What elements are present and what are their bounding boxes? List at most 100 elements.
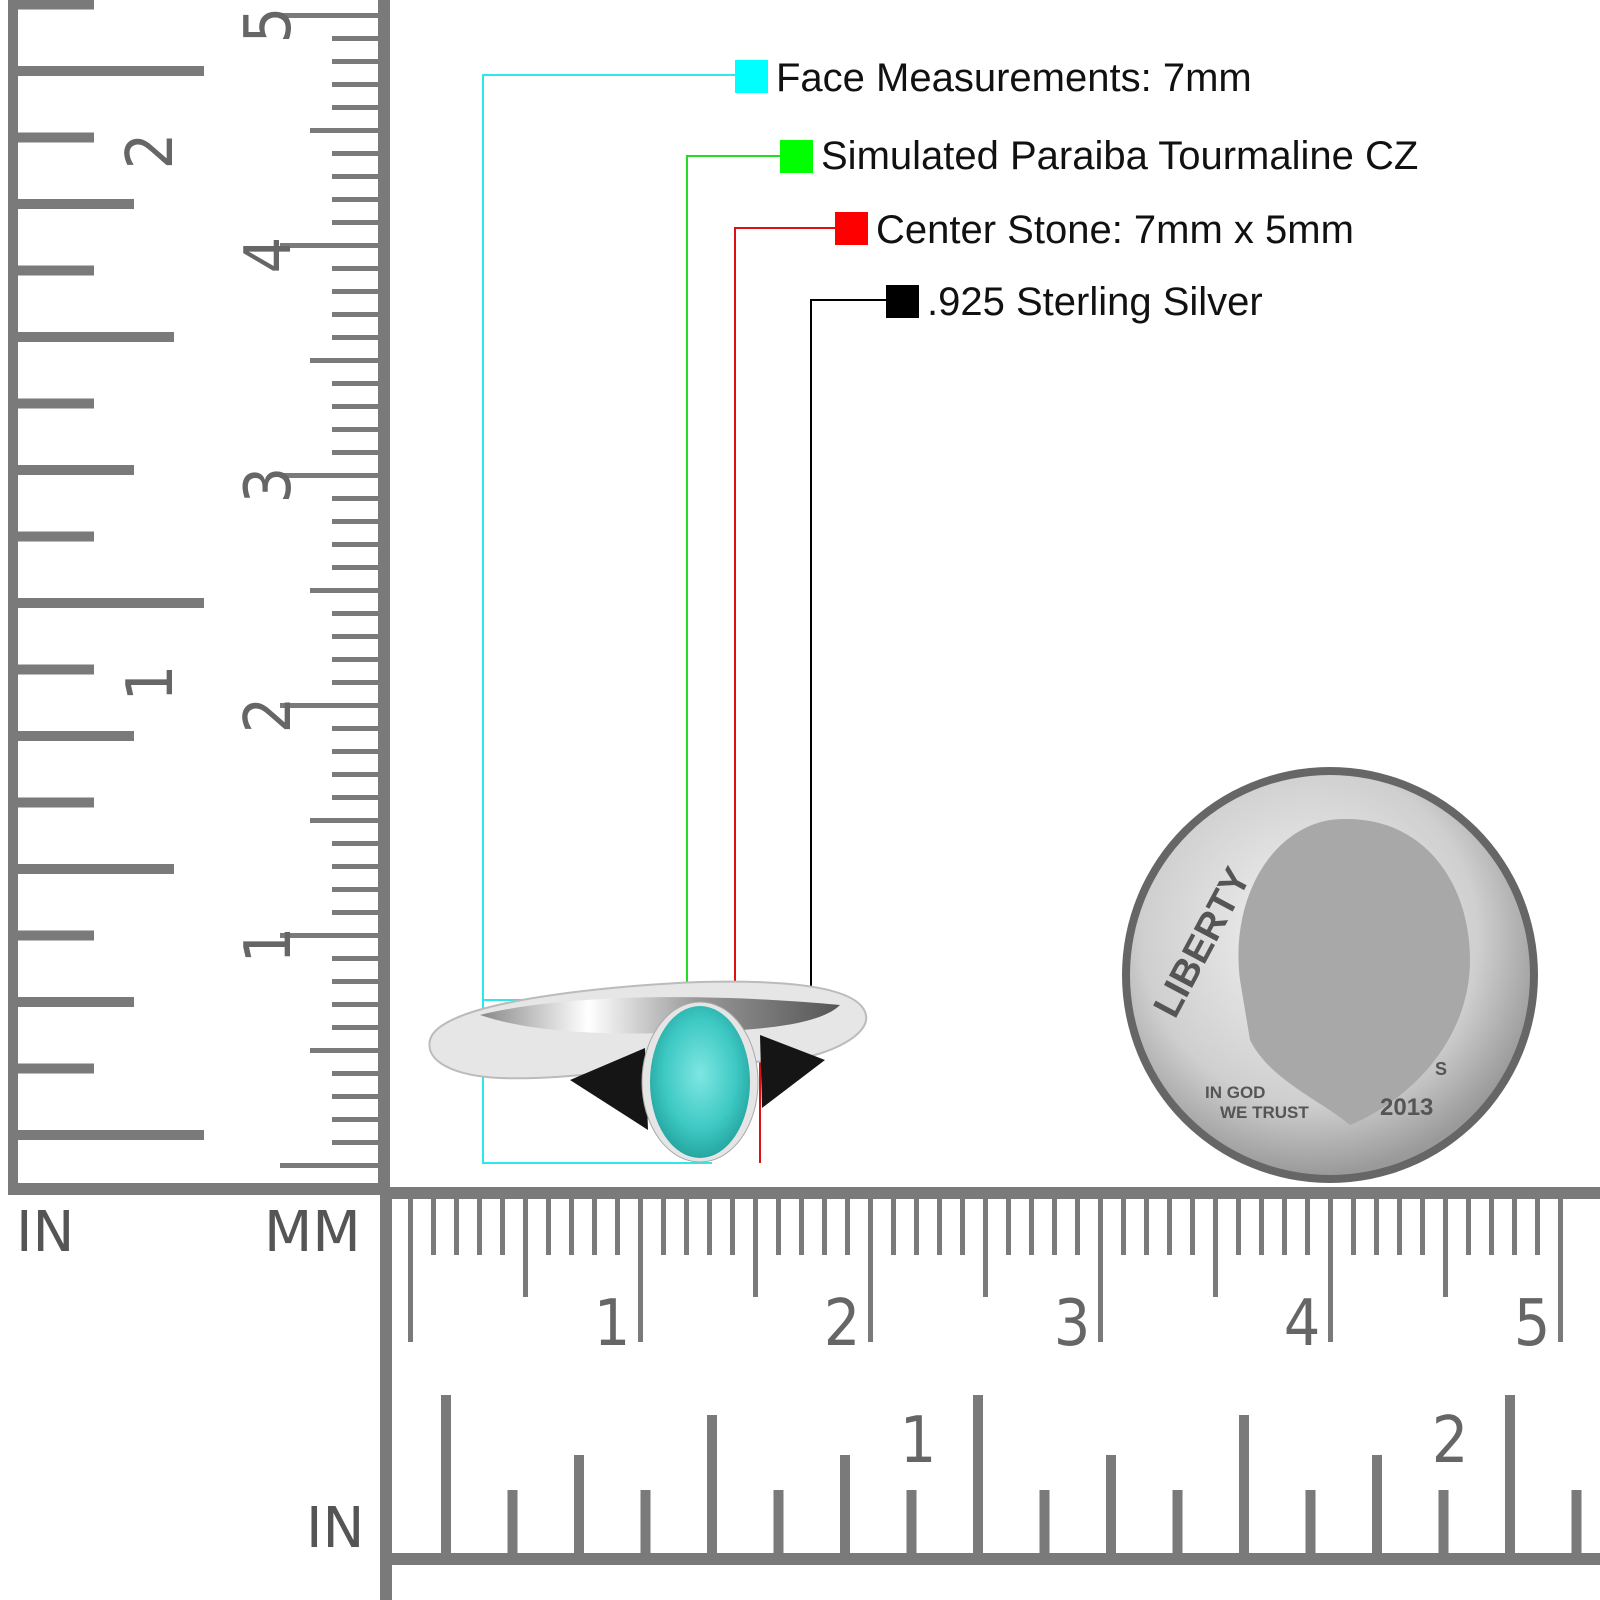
mm-tick	[310, 588, 380, 593]
metal-line	[810, 299, 890, 1012]
inch-tick	[973, 1395, 983, 1555]
mm-tick	[332, 1094, 380, 1099]
face-measurement-line	[482, 74, 740, 1164]
mm-tick	[332, 841, 380, 846]
mm-tick	[332, 197, 380, 202]
inch-tick	[14, 66, 204, 76]
legend-stone-type: Simulated Paraiba Tourmaline CZ	[821, 134, 1419, 178]
inch-tick	[14, 265, 94, 276]
ruler-label-mm: MM	[264, 1200, 361, 1265]
inch-tick	[14, 332, 174, 342]
mm-number: 5	[1514, 1287, 1551, 1361]
mm-tick	[332, 496, 380, 501]
metal-swatch	[886, 285, 919, 318]
mm-tick	[332, 105, 380, 110]
inch-tick	[14, 465, 134, 475]
mm-tick	[332, 1025, 380, 1030]
mm-tick	[332, 1140, 380, 1145]
mm-tick	[891, 1197, 896, 1255]
inch-tick	[1505, 1395, 1515, 1555]
mm-tick	[1374, 1197, 1379, 1255]
mm-tick	[661, 1197, 666, 1255]
inch-tick	[574, 1455, 584, 1555]
mm-tick	[1282, 1197, 1287, 1255]
inch-tick	[1239, 1415, 1249, 1555]
mm-tick	[332, 450, 380, 455]
mm-tick	[615, 1197, 620, 1255]
inch-tick	[1172, 1490, 1183, 1555]
inch-tick	[14, 531, 94, 542]
mm-tick	[332, 1071, 380, 1076]
inch-number: 2	[114, 133, 188, 170]
mm-tick	[332, 542, 380, 547]
mm-tick	[310, 818, 380, 823]
mm-tick	[332, 266, 380, 271]
mm-tick	[280, 473, 380, 478]
inch-tick	[773, 1490, 784, 1555]
mm-tick	[1259, 1197, 1264, 1255]
mm-tick	[1052, 1197, 1057, 1255]
mm-tick	[332, 657, 380, 662]
mm-tick	[914, 1197, 919, 1255]
mm-tick	[332, 910, 380, 915]
ruler-label-in-corner: IN	[16, 1200, 75, 1265]
inch-tick	[1039, 1490, 1050, 1555]
portrait	[1238, 819, 1470, 1125]
mm-tick	[960, 1197, 965, 1255]
mm-tick	[638, 1197, 643, 1342]
inch-tick	[14, 731, 134, 741]
inch-tick	[14, 132, 94, 143]
mm-number: 4	[232, 237, 306, 274]
inch-tick	[14, 598, 204, 608]
mm-tick	[523, 1197, 528, 1297]
mm-tick	[332, 887, 380, 892]
mm-tick	[1535, 1197, 1540, 1255]
face-measurement-swatch	[735, 60, 768, 93]
inch-tick	[707, 1415, 717, 1555]
svg-text:WE TRUST: WE TRUST	[1220, 1103, 1309, 1122]
inch-tick	[14, 997, 134, 1007]
mm-tick	[332, 312, 380, 317]
inch-tick	[14, 797, 94, 808]
mm-tick	[707, 1197, 712, 1255]
mm-tick	[332, 151, 380, 156]
mm-tick	[332, 59, 380, 64]
mm-tick	[280, 243, 380, 248]
mm-tick	[983, 1197, 988, 1297]
inch-tick	[14, 398, 94, 409]
mm-tick	[332, 634, 380, 639]
mm-tick	[280, 703, 380, 708]
stone-type-line	[686, 155, 785, 1055]
mm-tick	[822, 1197, 827, 1255]
mm-tick	[1558, 1197, 1563, 1342]
mm-tick	[569, 1197, 574, 1255]
mm-tick	[408, 1197, 413, 1342]
mm-tick	[592, 1197, 597, 1255]
mm-tick	[1420, 1197, 1425, 1255]
stone-type-swatch	[780, 140, 813, 173]
mm-tick	[776, 1197, 781, 1255]
inch-tick	[1438, 1490, 1449, 1555]
inch-tick	[1372, 1455, 1382, 1555]
center-stone-swatch	[835, 212, 868, 245]
mm-tick	[332, 335, 380, 340]
mm-number: 5	[232, 7, 306, 44]
mm-tick	[1006, 1197, 1011, 1255]
mm-tick	[454, 1197, 459, 1255]
horizontal-ruler: 1 2 3 4 51 2	[380, 1187, 1600, 1600]
center-stone	[650, 1006, 750, 1158]
svg-text:S: S	[1435, 1059, 1447, 1079]
mm-tick	[332, 1117, 380, 1122]
mm-tick	[1328, 1197, 1333, 1342]
mm-tick	[1443, 1197, 1448, 1297]
mm-tick	[332, 289, 380, 294]
mm-number: 4	[1284, 1287, 1321, 1361]
mm-tick	[1213, 1197, 1218, 1297]
inch-tick	[640, 1490, 651, 1555]
mm-tick	[1351, 1197, 1356, 1255]
mm-number: 3	[1054, 1287, 1091, 1361]
mm-tick	[1397, 1197, 1402, 1255]
legend-center-stone: Center Stone: 7mm x 5mm	[876, 208, 1354, 252]
mm-number: 3	[232, 467, 306, 504]
